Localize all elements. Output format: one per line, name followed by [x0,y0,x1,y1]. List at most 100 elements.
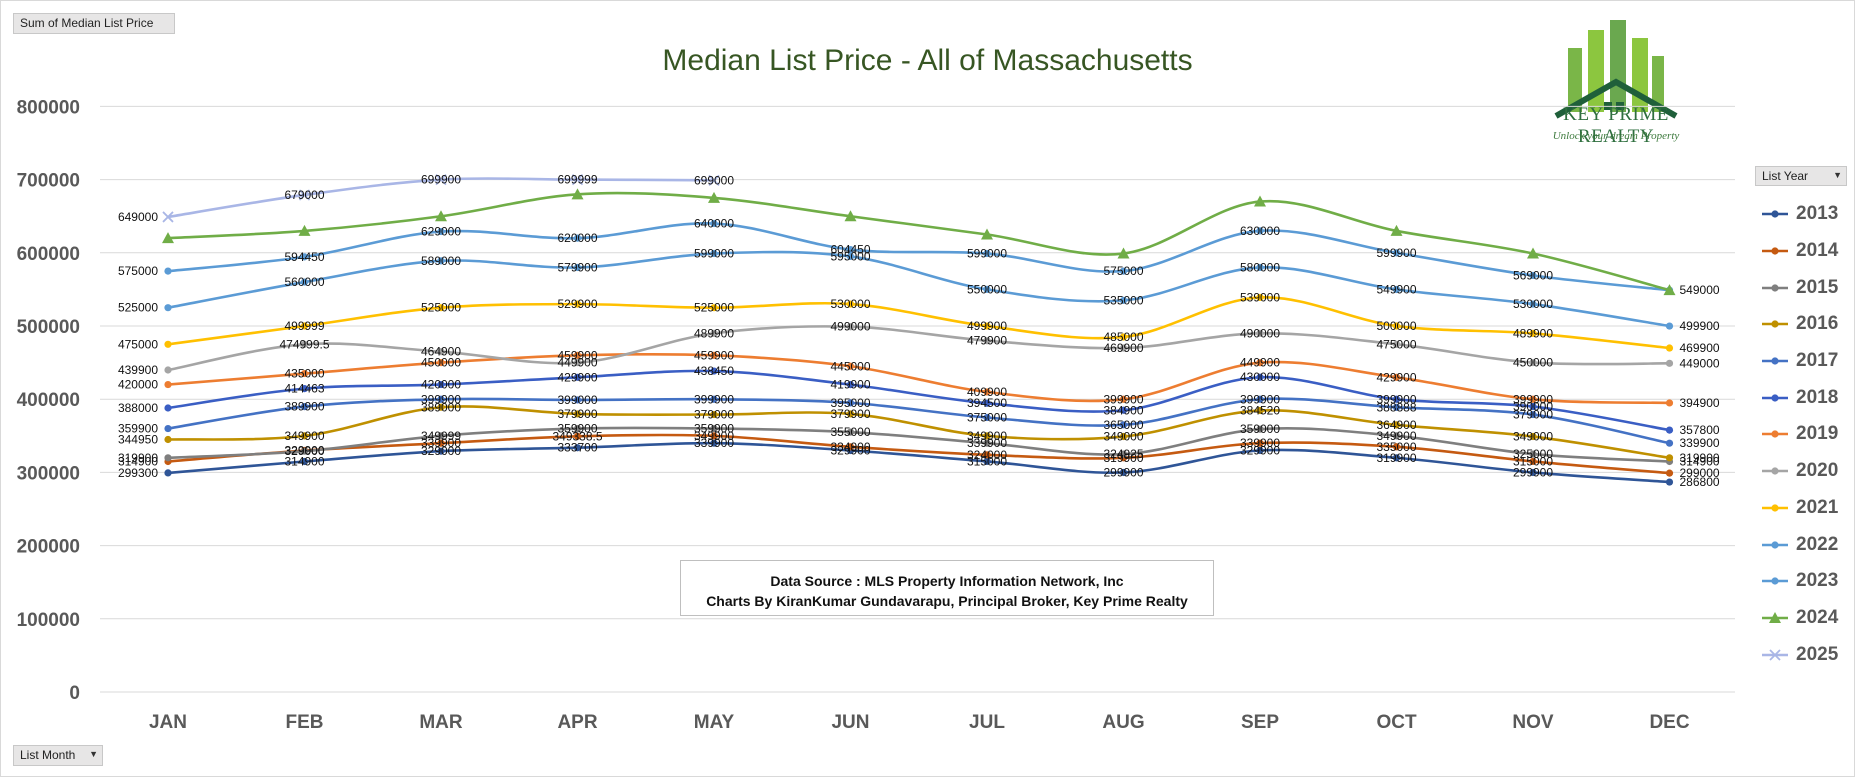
data-label: 379000 [1513,408,1553,422]
data-point [983,413,991,422]
data-label: 414463 [284,382,324,396]
data-point [300,340,309,348]
y-tick-label: 500000 [17,317,80,338]
x-tick-label: AUG [1102,712,1144,733]
data-label: 359900 [694,422,734,436]
list-month-filter-button[interactable]: List Month ▼ [13,745,103,766]
x-tick-label: JUN [831,712,869,733]
data-label: 549000 [1680,283,1720,297]
data-point [983,399,991,407]
sum-field-label: Sum of Median List Price [20,16,154,30]
chart-title: Median List Price - All of Massachusetts [662,44,1193,77]
data-point [1119,450,1128,458]
data-point [1392,421,1401,429]
legend-swatch [1762,648,1788,661]
data-label: 530000 [1513,297,1553,311]
legend-label: 2013 [1796,203,1839,225]
data-point [983,337,991,345]
series-2019 [164,351,1674,407]
data-label: 459900 [557,348,597,362]
x-tick-label: APR [557,712,597,733]
x-tick-label: SEP [1241,712,1279,733]
data-point [1256,406,1264,415]
data-point [437,403,445,411]
x-tick-label: JAN [149,712,187,733]
data-label: 349000 [1103,430,1143,444]
data-label: 620000 [557,231,597,245]
data-label: 549900 [1376,282,1416,296]
data-point [1665,469,1674,477]
series-2023 [164,219,1674,294]
data-label: 429900 [557,370,597,384]
series-line-2020 [167,325,1670,372]
legend-item-2019: 2019 [1760,416,1850,453]
data-point [1119,468,1128,477]
series-line-2016 [167,405,1670,460]
data-label: 525000 [118,301,158,315]
data-label: 500000 [1376,319,1416,333]
data-point [162,211,174,223]
data-point [983,432,991,440]
data-label: 450000 [1513,356,1553,370]
data-point [983,249,991,258]
sum-field-button[interactable]: Sum of Median List Price [13,13,175,34]
data-point [300,432,309,440]
data-point [1665,439,1674,447]
data-point [710,219,718,228]
data-label: 349999 [421,429,461,443]
data-point [710,439,718,447]
data-label: 399000 [557,393,597,407]
legend-item-2020: 2020 [1760,453,1850,490]
data-label: 450000 [421,356,461,370]
data-label: 439900 [118,363,158,377]
data-point [1665,344,1674,352]
data-label: 449900 [557,356,597,370]
data-point [1119,333,1128,341]
data-label: 429900 [1376,370,1416,384]
data-label: 399900 [1240,392,1280,406]
legend-label: 2021 [1796,496,1839,518]
data-label: 379000 [694,408,734,422]
data-label: 580000 [1240,260,1280,274]
data-point [435,210,447,222]
data-point [981,228,993,240]
data-label: 575000 [1103,264,1143,278]
legend: 2013 2014 2015 2016 2017 2018 2019 2020 2021 2022… [1760,196,1850,673]
data-label: 384900 [1103,403,1143,417]
data-label: 449000 [1680,356,1720,370]
data-point [298,224,311,236]
logo-name: KEY PRIME REALTY [1563,104,1669,147]
data-point [846,252,855,261]
data-label: 319900 [1376,451,1416,465]
data-point [1256,439,1264,447]
data-point [1254,195,1266,207]
data-point [1256,329,1264,337]
data-point [573,410,582,418]
data-point [710,249,718,258]
data-label: 560000 [284,275,324,289]
data-point [164,424,172,433]
gridlines [100,105,1735,693]
y-tick-label: 200000 [17,537,80,558]
data-point [437,447,445,455]
list-year-filter-button[interactable]: List Year ▼ [1755,166,1847,186]
data-label: 339900 [967,436,1007,450]
data-label: 699999 [557,173,597,187]
data-label: 299300 [118,466,158,480]
data-label: 459900 [694,348,734,362]
x-axis: JAN FEB MAR APR MAY JUN JUL AUG SEP OCT NOV DEC [149,712,1690,733]
data-label: 539000 [1240,290,1280,304]
data-point [1119,267,1128,275]
data-point [164,469,172,477]
data-label: 339900 [1240,436,1280,450]
legend-swatch [1762,577,1788,585]
legend-marker [1771,247,1779,255]
legend-label: 2017 [1796,350,1839,372]
data-label: 640000 [694,217,734,231]
legend-item-2022: 2022 [1760,526,1850,563]
data-label: 314900 [284,454,324,468]
data-point [573,424,582,433]
data-label: 389000 [421,400,461,414]
data-point [300,447,309,455]
data-point [573,300,582,308]
